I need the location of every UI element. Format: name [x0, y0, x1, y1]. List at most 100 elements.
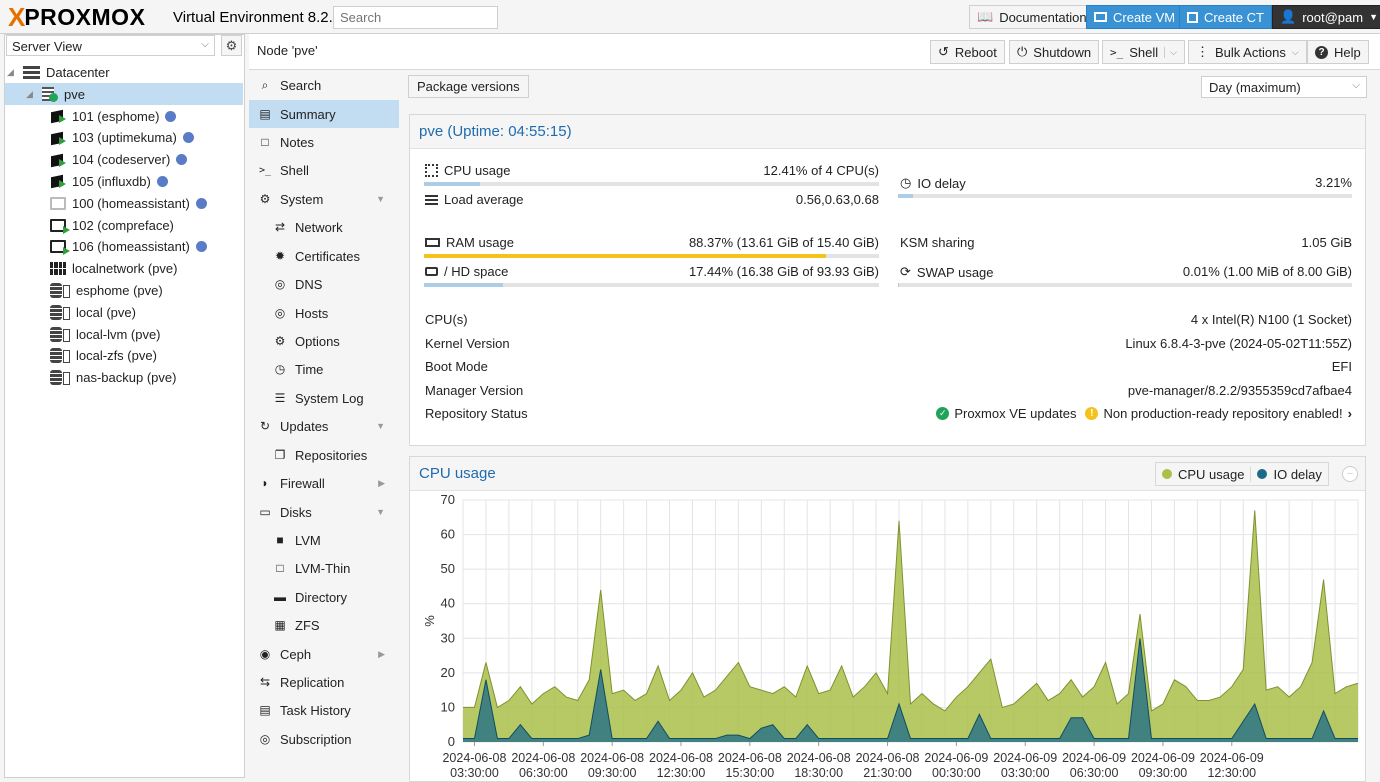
tree-item[interactable]: 100 (homeassistant) — [50, 192, 207, 214]
tree-item[interactable]: localnetwork (pve) — [50, 258, 178, 280]
nav-item[interactable]: ⚙ System ▼ — [249, 185, 399, 213]
tree-item-datacenter[interactable]: ◢ Datacenter — [7, 61, 243, 83]
nav-item[interactable]: ▭ Disks ▼ — [249, 498, 399, 526]
y-tick-label: 0 — [448, 734, 455, 749]
nav-item[interactable]: ⚙ Options — [249, 327, 399, 355]
undo-zoom-button[interactable]: − — [1342, 466, 1358, 482]
tree-item[interactable]: nas-backup (pve) — [50, 367, 176, 389]
clock-icon: ◷ — [900, 175, 912, 190]
nav-item[interactable]: ☰ System Log — [249, 384, 399, 412]
hd-space-stat: / HD space 17.44% (16.38 GiB of 93.93 Gi… — [425, 264, 879, 280]
running-container-icon — [50, 153, 66, 167]
x-tick-date: 2024-06-08 — [649, 751, 713, 765]
exchange-icon: ⇄ — [274, 220, 286, 234]
legend-item-io[interactable]: IO delay — [1257, 467, 1322, 482]
tree-item[interactable]: local (pve) — [50, 301, 136, 323]
nav-item[interactable]: □ Notes — [249, 128, 399, 156]
y-tick-label: 10 — [441, 699, 455, 714]
tree-item-label: local-lvm (pve) — [76, 326, 161, 342]
nav-item-label: System — [280, 191, 324, 207]
tree-item-label: 106 (homeassistant) — [72, 239, 190, 255]
nav-item-label: Network — [295, 219, 343, 235]
tree-item-label: 102 (compreface) — [72, 217, 174, 233]
create-ct-button[interactable]: Create CT — [1179, 5, 1272, 29]
io-delay-bar — [898, 194, 1352, 198]
tree-item-label: nas-backup (pve) — [76, 370, 177, 386]
nav-item-label: Task History — [280, 702, 351, 718]
swap-usage-label: SWAP usage — [916, 264, 994, 280]
bulk-actions-button[interactable]: ⋮ Bulk Actions ⌵ — [1188, 40, 1307, 64]
tree-item[interactable]: local-lvm (pve) — [50, 323, 161, 345]
create-vm-button[interactable]: Create VM — [1086, 5, 1184, 29]
nav-item[interactable]: ⇆ Replication — [249, 668, 399, 696]
nav-item[interactable]: □ LVM-Thin — [249, 554, 399, 582]
documentation-button[interactable]: 📖 Documentation — [969, 5, 1095, 29]
boot-mode-value: EFI — [1331, 359, 1352, 374]
nav-item[interactable]: ✹ Certificates — [249, 242, 399, 270]
tree-item[interactable]: esphome (pve) — [50, 279, 163, 301]
tree-item[interactable]: 105 (influxdb) — [50, 170, 168, 192]
chevron-down-icon: ▼ — [376, 507, 385, 517]
user-menu-button[interactable]: 👤 root@pam ▼ — [1272, 5, 1380, 29]
nav-item[interactable]: ⇄ Network — [249, 213, 399, 241]
shutdown-button[interactable]: ⏻ Shutdown — [1009, 40, 1100, 64]
x-tick-time: 03:30:00 — [450, 766, 499, 780]
tree-settings-button[interactable]: ⚙ — [221, 35, 242, 56]
nav-item[interactable]: ■ LVM — [249, 526, 399, 554]
nav-item[interactable]: ❐ Repositories — [249, 441, 399, 469]
nav-item[interactable]: ◎ Hosts — [249, 299, 399, 327]
logo-x: X — [8, 2, 25, 32]
tree-item[interactable]: local-zfs (pve) — [50, 345, 157, 367]
tree-item[interactable]: 104 (codeserver) — [50, 149, 188, 171]
hdd-icon: ▭ — [259, 505, 271, 519]
cpu-usage-bar — [424, 182, 879, 186]
minus-circle-icon: − — [1346, 468, 1354, 480]
ram-usage-bar-fill — [424, 254, 827, 258]
legend-dot-cpu — [1162, 469, 1172, 479]
ram-usage-value: 88.37% (13.61 GiB of 15.40 GiB) — [688, 235, 879, 250]
nav-item[interactable]: >_ Shell — [249, 156, 399, 184]
ram-usage-label: RAM usage — [446, 235, 514, 250]
cpu-usage-chart: 010203040506070%2024-06-0803:30:002024-0… — [422, 492, 1359, 780]
nav-item[interactable]: ◎ DNS — [249, 270, 399, 298]
cube-icon — [1187, 11, 1198, 23]
view-selector[interactable]: Server View ⌵ — [6, 35, 215, 56]
nav-item[interactable]: ▬ Directory — [249, 583, 399, 611]
search-input[interactable] — [333, 6, 498, 29]
tree-item[interactable]: 106 (homeassistant) — [50, 236, 207, 258]
legend-item-cpu[interactable]: CPU usage — [1162, 466, 1252, 482]
nav-item[interactable]: ▦ ZFS — [249, 611, 399, 639]
book-icon: ▤ — [259, 107, 271, 121]
package-versions-label: Package versions — [417, 79, 520, 94]
uptime-title: pve (Uptime: 04:55:15) — [419, 123, 572, 140]
help-button[interactable]: ? Help — [1307, 40, 1369, 64]
chevron-right-icon: ▶ — [378, 648, 385, 659]
legend-dot-io — [1257, 469, 1268, 479]
reboot-button[interactable]: ↺ Reboot — [930, 40, 1005, 64]
ksm-sharing-stat: KSM sharing 1.05 GiB — [900, 235, 1352, 251]
repository-status-link[interactable]: ✓ Proxmox VE updates ! Non production-re… — [936, 406, 1352, 421]
tree-item-node-pve[interactable]: ◢ pve — [5, 83, 243, 105]
node-online-icon — [42, 86, 58, 102]
nav-item[interactable]: ◗ Firewall ▶ — [249, 469, 399, 497]
nav-item[interactable]: ◎ Subscription — [249, 725, 399, 753]
nav-item[interactable]: ▤ Task History — [249, 696, 399, 724]
refresh-icon: ⟳ — [900, 264, 911, 279]
globe-icon: ◎ — [274, 306, 286, 320]
tree-item[interactable]: 103 (uptimekuma) — [50, 127, 194, 149]
nav-item[interactable]: ◷ Time — [249, 355, 399, 383]
package-versions-button[interactable]: Package versions — [408, 75, 529, 98]
nav-item[interactable]: ▤ Summary — [249, 100, 399, 128]
support-icon: ◎ — [259, 732, 271, 746]
nav-item[interactable]: ⌕ Search — [249, 71, 399, 99]
nav-item[interactable]: ↻ Updates ▼ — [249, 412, 399, 440]
repo-warn-text: Non production-ready repository enabled! — [1103, 406, 1343, 421]
hd-space-bar-fill — [424, 283, 504, 287]
tree-item[interactable]: 101 (esphome) — [50, 105, 177, 127]
nav-item[interactable]: ◉ Ceph ▶ — [249, 640, 399, 668]
tree-item[interactable]: 102 (compreface) — [50, 214, 174, 236]
status-tag-dot — [195, 197, 207, 209]
timeframe-selector[interactable]: Day (maximum) ⌵ — [1201, 76, 1367, 98]
running-container-icon — [50, 131, 66, 145]
shell-button[interactable]: >_ Shell ⌵ — [1102, 40, 1185, 64]
